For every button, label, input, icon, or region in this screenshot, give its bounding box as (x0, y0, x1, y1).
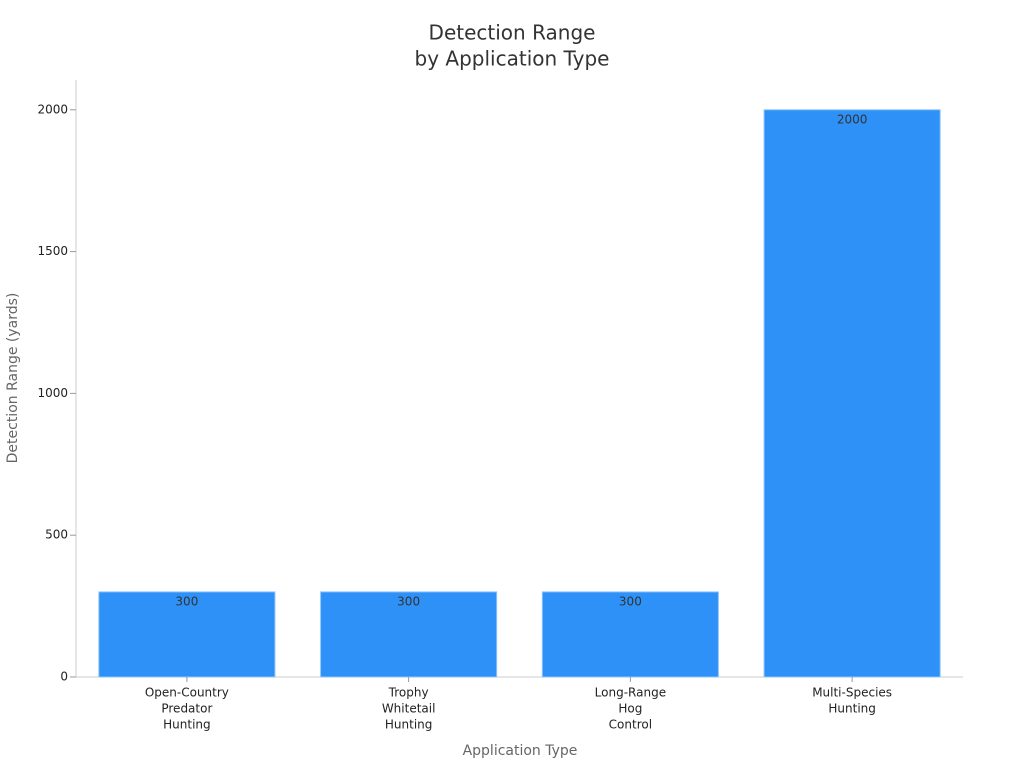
x-tick-label: Hunting (385, 718, 433, 732)
value-label: 300 (175, 594, 198, 608)
bar (763, 109, 941, 678)
x-tick-label: Control (609, 718, 652, 732)
value-label: 300 (619, 594, 642, 608)
value-label: 2000 (837, 112, 868, 126)
y-tick-label: 2000 (37, 102, 68, 116)
x-tick-label: Hunting (828, 702, 876, 716)
chart-title-line: by Application Type (415, 47, 610, 71)
y-tick-label: 1000 (37, 386, 68, 400)
x-axis-label: Application Type (463, 743, 578, 759)
x-tick-label: Hog (618, 702, 642, 716)
y-tick-label: 500 (45, 528, 68, 542)
y-axis-label: Detection Range (yards) (5, 293, 21, 464)
y-tick-label: 1500 (37, 244, 68, 258)
x-tick-label: Hunting (163, 718, 211, 732)
chart-title-line: Detection Range (429, 21, 596, 45)
y-tick-label: 0 (60, 670, 68, 684)
x-tick-label: Predator (161, 702, 212, 716)
value-label: 300 (397, 594, 420, 608)
x-tick-label: Long-Range (595, 686, 666, 700)
x-tick-label: Open-Country (145, 686, 229, 700)
x-tick-label: Trophy (388, 686, 429, 700)
bar (320, 591, 498, 678)
x-tick-label: Whitetail (382, 702, 436, 716)
x-tick-label: Multi-Species (812, 686, 892, 700)
